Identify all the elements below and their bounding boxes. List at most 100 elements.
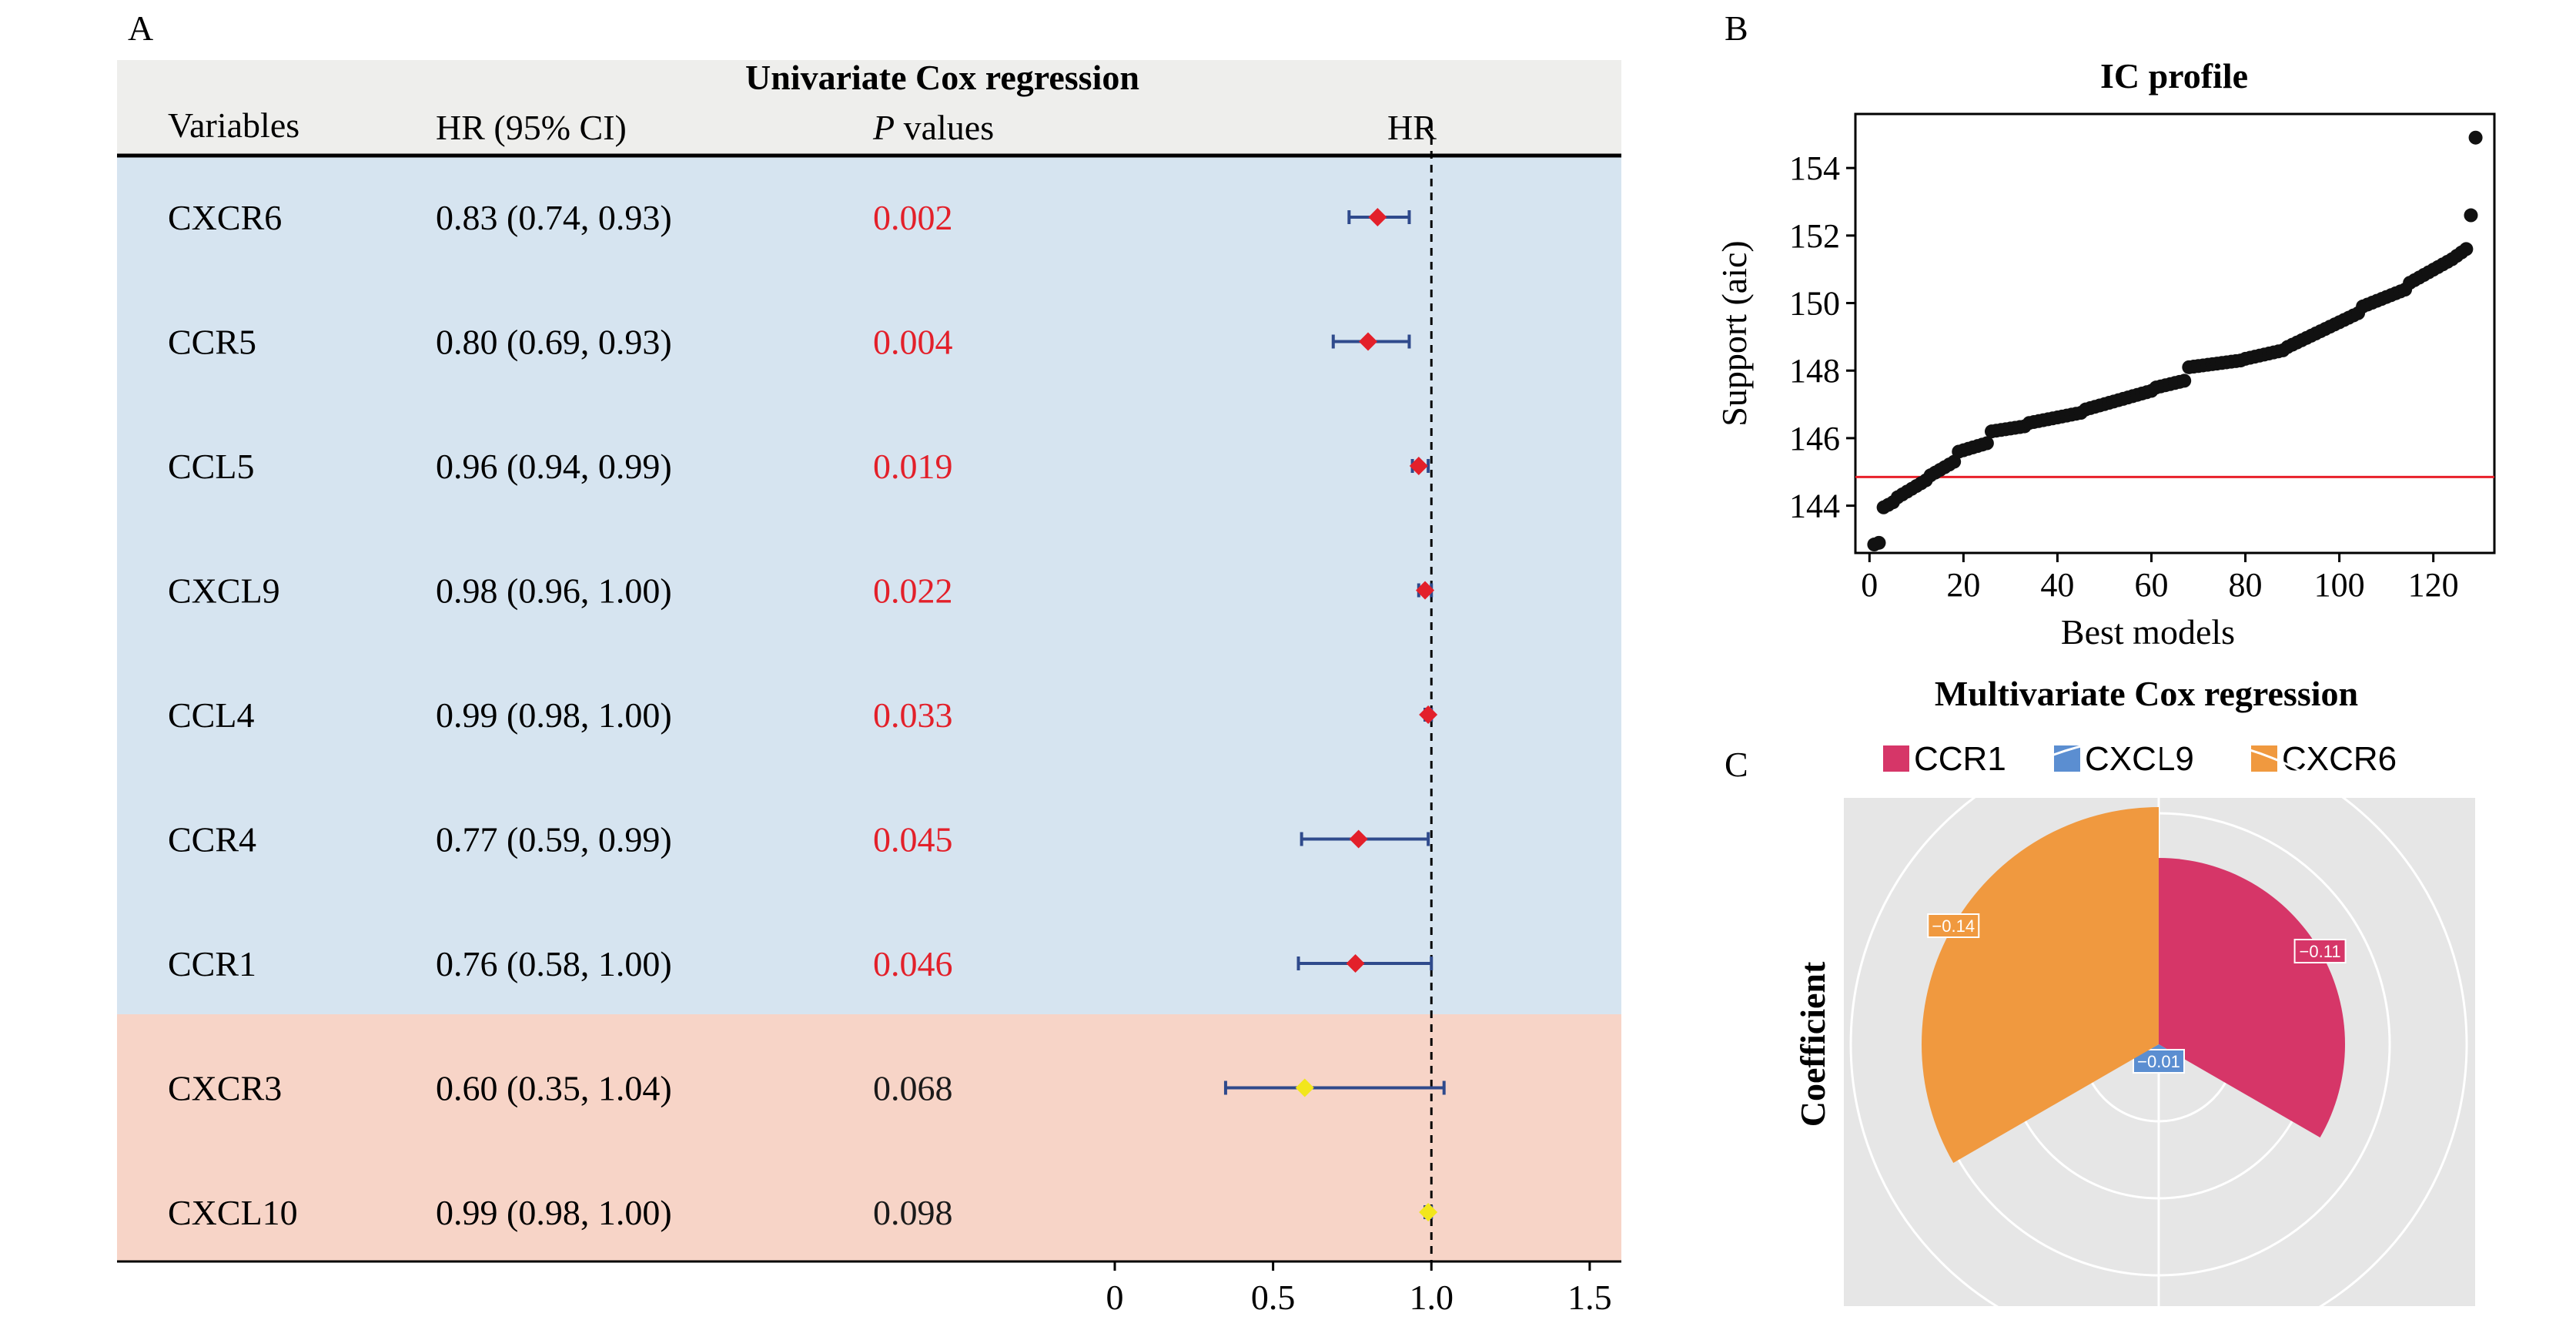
ic-plot-frame bbox=[1854, 112, 2496, 554]
hr-ci-value: 0.76 (0.58, 1.00) bbox=[436, 944, 672, 983]
x-tick-label: 1.0 bbox=[1410, 1278, 1454, 1317]
polar-bar-chart: Multivariate Cox regression CCR1 CXCL9 CXC… bbox=[1793, 674, 2475, 1320]
polar-value-box bbox=[2293, 939, 2347, 963]
col-header-variables: Variables bbox=[168, 106, 299, 145]
hr-ci-value: 0.83 (0.74, 0.93) bbox=[436, 198, 672, 237]
col-header-p-italic: P bbox=[872, 108, 895, 147]
legend-label: CXCL9 bbox=[2085, 740, 2194, 778]
hr-point bbox=[1416, 581, 1435, 600]
legend-swatch bbox=[1883, 745, 1909, 772]
x-tick-label: 60 bbox=[2134, 566, 2168, 604]
p-value: 0.019 bbox=[873, 447, 953, 486]
y-tick-label: 144 bbox=[1789, 487, 1840, 525]
polar-legend: CCR1 CXCL9 CXCR6 bbox=[1883, 740, 2397, 778]
polar-ylabel: Coefficient bbox=[1793, 961, 1832, 1127]
ic-points bbox=[1867, 130, 2483, 552]
hr-point bbox=[1349, 829, 1368, 849]
hr-ci-value: 0.99 (0.98, 1.00) bbox=[436, 1193, 672, 1232]
forest-rows: CXCR6 0.83 (0.74, 0.93) 0.002 CCR5 0.80 (0.6… bbox=[168, 198, 953, 1232]
x-tick-label: 20 bbox=[1946, 566, 1980, 604]
panel-label-b: B bbox=[1725, 8, 1748, 48]
variable-label: CCR4 bbox=[168, 820, 256, 859]
hr-ci-value: 0.80 (0.69, 0.93) bbox=[436, 323, 672, 362]
p-value: 0.098 bbox=[873, 1193, 953, 1232]
ic-x-ticks: 0 20 40 60 80 100 120 bbox=[1861, 553, 2459, 604]
polar-value-label: −0.11 bbox=[2300, 942, 2341, 961]
p-value: 0.033 bbox=[873, 695, 953, 735]
ic-ylabel: Support (aic) bbox=[1715, 240, 1754, 426]
col-header-p-rest: values bbox=[895, 108, 994, 147]
p-value: 0.068 bbox=[873, 1069, 953, 1108]
forest-x-ticks: 0 0.5 1.0 1.5 bbox=[1106, 1261, 1612, 1317]
x-tick-label: 120 bbox=[2408, 566, 2459, 604]
y-tick-label: 146 bbox=[1789, 420, 1840, 457]
hr-point bbox=[1368, 208, 1387, 226]
polar-value-box bbox=[1927, 913, 1980, 938]
hr-ci-value: 0.77 (0.59, 0.99) bbox=[436, 820, 672, 859]
hr-ci-value: 0.60 (0.35, 1.04) bbox=[436, 1069, 672, 1108]
x-tick-label: 100 bbox=[2314, 566, 2365, 604]
legend-label: CXCR6 bbox=[2282, 740, 2397, 778]
p-value: 0.002 bbox=[873, 198, 953, 237]
model-point bbox=[2177, 374, 2192, 388]
forest-plot: Univariate Cox regression Variables HR (… bbox=[117, 58, 1621, 1317]
hr-point bbox=[1419, 705, 1438, 724]
variable-label: CCR5 bbox=[168, 323, 256, 362]
y-tick-label: 152 bbox=[1789, 217, 1840, 255]
hr-point bbox=[1409, 457, 1428, 475]
model-point bbox=[1872, 535, 1886, 550]
polar-value-label: −0.14 bbox=[1932, 916, 1975, 936]
variable-label: CCR1 bbox=[168, 944, 256, 983]
model-point bbox=[2464, 208, 2478, 223]
forest-title: Univariate Cox regression bbox=[745, 58, 1139, 97]
panel-label-a: A bbox=[128, 8, 153, 48]
hr-point bbox=[1359, 332, 1377, 351]
p-value: 0.045 bbox=[873, 820, 953, 859]
p-value: 0.022 bbox=[873, 571, 953, 611]
x-tick-label: 0.5 bbox=[1251, 1278, 1296, 1317]
col-header-hr: HR bbox=[1387, 108, 1437, 147]
polar-value-label: −0.01 bbox=[2137, 1052, 2180, 1071]
hr-ci-value: 0.98 (0.96, 1.00) bbox=[436, 571, 672, 611]
y-tick-label: 154 bbox=[1789, 149, 1840, 187]
y-tick-label: 150 bbox=[1789, 285, 1840, 323]
polar-bar bbox=[2159, 858, 2345, 1137]
polar-bars: −0.11 −0.01 −0.14 bbox=[1921, 807, 2347, 1163]
variable-label: CXCR3 bbox=[168, 1069, 282, 1108]
x-tick-label: 1.5 bbox=[1567, 1278, 1612, 1317]
model-point bbox=[2468, 130, 2483, 145]
p-value: 0.046 bbox=[873, 944, 953, 983]
x-tick-label: 40 bbox=[2040, 566, 2074, 604]
panel-label-c: C bbox=[1725, 745, 1748, 784]
model-point bbox=[1979, 436, 1994, 451]
variable-label: CXCL9 bbox=[168, 571, 280, 611]
x-tick-label: 80 bbox=[2229, 566, 2263, 604]
hr-ci-value: 0.99 (0.98, 1.00) bbox=[436, 695, 672, 735]
ic-xlabel: Best models bbox=[2061, 612, 2235, 652]
hr-point bbox=[1295, 1078, 1314, 1097]
x-tick-label: 0 bbox=[1106, 1278, 1124, 1317]
model-point bbox=[2459, 242, 2474, 256]
nonsignificant-band bbox=[117, 1014, 1621, 1261]
hr-point bbox=[1419, 1203, 1438, 1221]
variable-label: CXCR6 bbox=[168, 198, 282, 237]
legend-label: CCR1 bbox=[1914, 740, 2006, 778]
significant-band bbox=[117, 157, 1621, 1014]
ic-y-ticks: 144 146 148 150 152 154 bbox=[1789, 149, 1855, 525]
forest-header-band bbox=[117, 60, 1621, 156]
col-header-p-values: P values bbox=[872, 108, 994, 147]
ic-title: IC profile bbox=[2100, 56, 2248, 95]
y-tick-label: 148 bbox=[1789, 352, 1840, 390]
p-value: 0.004 bbox=[873, 323, 953, 362]
polar-bar bbox=[1921, 807, 2159, 1163]
polar-title: Multivariate Cox regression bbox=[1935, 674, 2358, 713]
variable-label: CXCL10 bbox=[168, 1193, 298, 1232]
forest-marks bbox=[1223, 208, 1446, 1221]
hr-point bbox=[1346, 954, 1365, 973]
x-tick-label: 0 bbox=[1861, 566, 1878, 604]
hr-ci-value: 0.96 (0.94, 0.99) bbox=[436, 447, 672, 486]
variable-label: CCL5 bbox=[168, 447, 254, 486]
ic-profile-chart: IC profile 0 20 40 60 80 100 120 1441461481501… bbox=[1715, 56, 2496, 652]
polar-value-box bbox=[2133, 1049, 2185, 1074]
